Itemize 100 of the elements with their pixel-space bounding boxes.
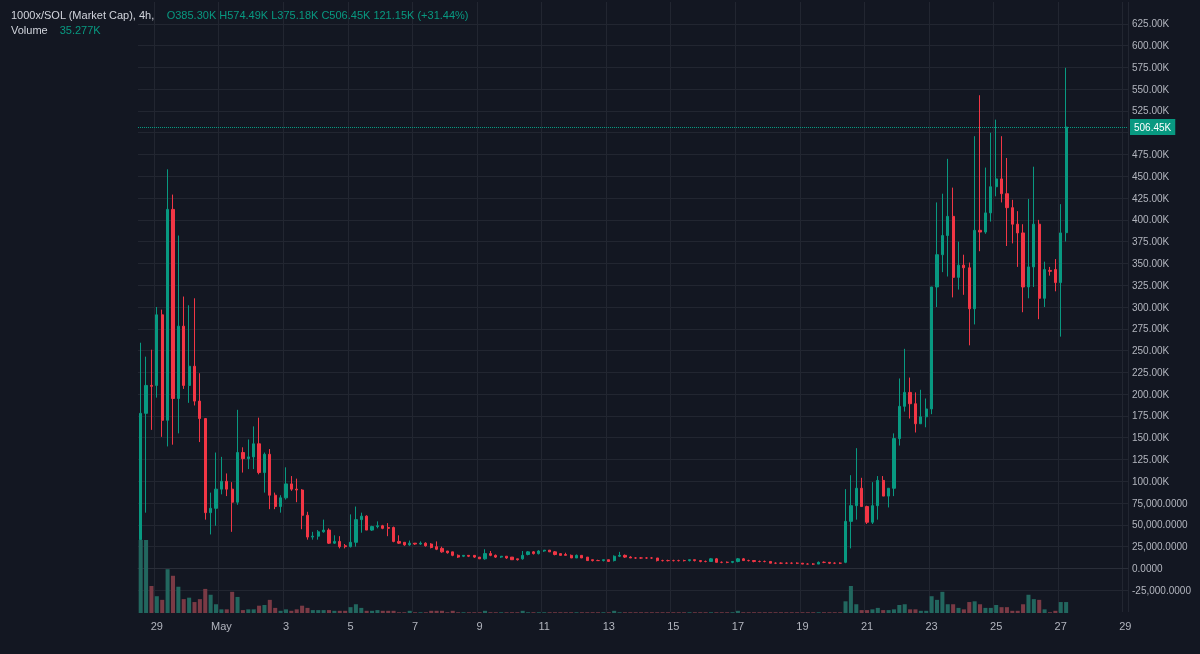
candlestick (849, 474, 853, 549)
candlestick (865, 505, 869, 525)
bar (1026, 594, 1031, 613)
candlestick (301, 488, 304, 530)
candlestick (263, 452, 266, 494)
bar (257, 605, 262, 613)
candlestick (473, 554, 476, 559)
candlestick (306, 511, 309, 541)
bar (154, 596, 159, 613)
candlestick (978, 94, 982, 252)
candlestick (559, 553, 562, 556)
x-tick-label: 9 (476, 619, 483, 632)
candlestick (214, 452, 218, 527)
candlestick (984, 167, 987, 235)
candlestick (801, 562, 804, 565)
candlestick (548, 549, 551, 553)
candlestick (591, 559, 594, 562)
candlestick (731, 560, 734, 564)
candlestick (144, 356, 148, 514)
candlestick (295, 478, 298, 503)
candlestick (1027, 198, 1030, 299)
bar (246, 609, 251, 613)
x-tick-label: 13 (602, 619, 615, 632)
x-tick-label: 29 (150, 619, 163, 632)
bar (1031, 599, 1036, 613)
candlestick (607, 559, 610, 562)
candlestick (623, 553, 627, 559)
candlestick (613, 554, 616, 562)
candlestick (376, 520, 379, 529)
candlestick (844, 488, 847, 564)
candlestick (489, 550, 492, 557)
candlestick (925, 398, 928, 428)
candlestick (973, 135, 976, 325)
candlestick (586, 556, 589, 562)
candlestick (268, 448, 271, 510)
candlestick (177, 235, 180, 434)
y-tick-label: 100.00K (1132, 475, 1170, 487)
candlestick (629, 555, 632, 559)
candlestick (279, 494, 282, 514)
candlestick (914, 391, 917, 433)
candlestick (516, 558, 519, 562)
bar (1037, 599, 1042, 613)
text: 35.277K (59, 23, 102, 36)
y-tick-label: 425.00K (1132, 192, 1170, 204)
candlestick (526, 550, 530, 556)
candlestick (709, 557, 713, 562)
y-tick-label: 525.00K (1132, 105, 1170, 117)
candlestick (155, 306, 158, 399)
candlestick (193, 297, 196, 406)
candlestick (209, 492, 212, 535)
x-tick-label: 11 (538, 619, 550, 632)
candlestick (311, 531, 314, 541)
candlestick (290, 475, 293, 492)
bar (972, 601, 977, 613)
candlestick (532, 550, 535, 555)
candlestick (365, 514, 368, 531)
candlestick (812, 562, 815, 566)
candlestick (968, 262, 971, 346)
candlestick (1054, 258, 1057, 292)
candlestick (887, 487, 890, 508)
bar (149, 585, 154, 613)
candlestick (688, 559, 691, 562)
y-tick-label: 150.00K (1132, 432, 1170, 444)
candlestick (882, 475, 885, 497)
candlestick (317, 529, 320, 541)
bar (1042, 609, 1047, 613)
candlestick (220, 456, 223, 495)
candlestick (424, 541, 427, 548)
candlestick (1059, 203, 1062, 338)
candlestick (435, 540, 438, 551)
candlestick (349, 513, 352, 549)
candlestick (828, 561, 831, 565)
candlestick (1048, 266, 1052, 277)
y-tick-label: 200.00K (1132, 388, 1170, 400)
x-tick-label: May (211, 619, 233, 632)
candlestick (715, 557, 718, 563)
candlestick (403, 541, 406, 547)
candlestick (946, 158, 949, 277)
bar (262, 604, 267, 613)
candlestick (860, 477, 863, 508)
y-tick-label: 625.00K (1132, 18, 1170, 30)
candlestick (397, 534, 401, 545)
candlestick (467, 554, 470, 558)
bar (165, 569, 170, 613)
candlestick (957, 241, 960, 291)
candlestick (817, 560, 820, 565)
x-tick-label: 17 (731, 619, 745, 632)
bar (160, 599, 165, 613)
candlestick (440, 546, 444, 554)
candlestick (752, 560, 756, 563)
candlestick (919, 389, 922, 425)
candlestick (360, 512, 363, 534)
bar (908, 609, 913, 613)
candlestick (736, 557, 740, 563)
candlestick (413, 542, 417, 546)
text: O385.30K H574.49K L375.18K C506.45K 121.15K (+31.44%) (166, 8, 469, 21)
candlestick (570, 553, 573, 559)
candlestick (564, 552, 567, 556)
candlestick (494, 553, 497, 559)
candlestick (908, 377, 912, 420)
